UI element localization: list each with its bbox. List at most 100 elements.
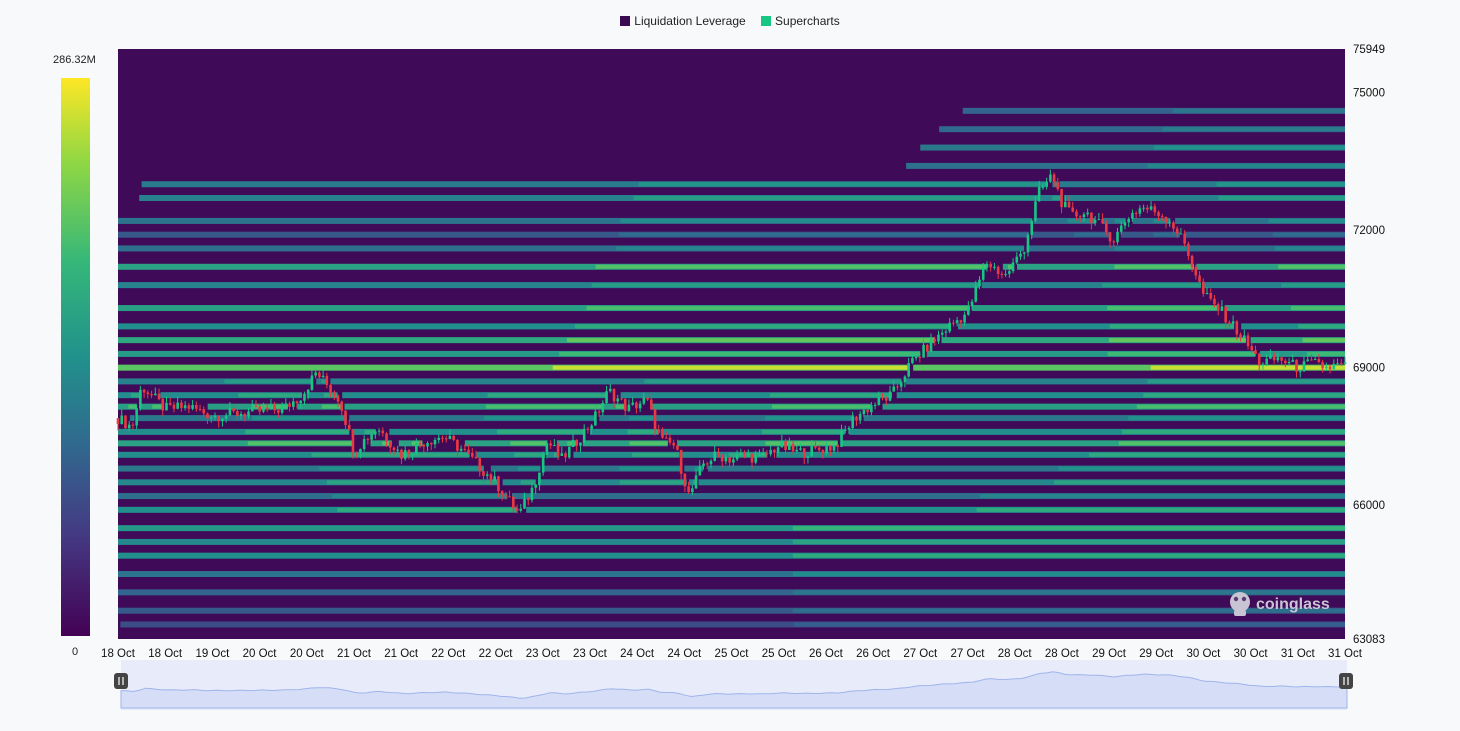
candle-body — [333, 392, 336, 396]
candle-body — [1153, 206, 1157, 213]
liquidation-band — [118, 337, 935, 344]
candle-body — [1276, 357, 1280, 361]
range-navigator[interactable] — [114, 660, 1353, 710]
liquidation-band-intense — [245, 429, 350, 434]
liquidation-band — [118, 305, 970, 312]
candle-body — [974, 286, 978, 302]
candle-body — [1082, 214, 1086, 218]
liquidation-band — [118, 282, 980, 289]
legend-label-liquidation-leverage: Liquidation Leverage — [634, 14, 746, 28]
candle-body — [922, 344, 925, 358]
liquidation-band-intense — [620, 218, 1032, 223]
liquidation-band-intense — [520, 480, 536, 485]
candle-body — [791, 443, 795, 452]
candle-body — [899, 382, 903, 387]
candle-body — [817, 447, 821, 451]
liquidation-band — [939, 126, 1345, 133]
candle-body — [810, 445, 813, 457]
candle-body — [1272, 355, 1276, 361]
liquidation-band-intense — [1218, 195, 1345, 200]
candle-body — [1146, 207, 1149, 210]
candle-body — [672, 442, 675, 446]
legend-item-supercharts[interactable]: Supercharts — [761, 14, 840, 28]
navigator-right-handle[interactable] — [1339, 673, 1353, 689]
liquidation-band — [689, 479, 697, 486]
candle-body — [500, 491, 504, 496]
candle-body — [1041, 186, 1045, 188]
candle-body — [512, 496, 515, 509]
x-tick-label: 20 Oct — [243, 648, 278, 660]
candle-body — [1321, 361, 1324, 369]
candle-body — [232, 408, 235, 412]
candle-body — [519, 508, 523, 511]
candle-body — [1008, 271, 1011, 274]
candle-body — [1116, 231, 1119, 243]
watermark-text: coinglass — [1256, 596, 1330, 613]
liquidation-band-intense — [629, 441, 668, 446]
candle-body — [1287, 361, 1291, 364]
y-tick-label: 66000 — [1353, 500, 1385, 512]
candle-body — [381, 430, 385, 434]
candle-body — [340, 401, 344, 411]
candle-body — [497, 476, 500, 492]
candle-body — [1291, 359, 1295, 362]
liquidation-band — [655, 415, 855, 422]
candle-body — [1172, 222, 1175, 229]
liquidation-band-intense — [128, 404, 137, 409]
y-tick-label: 63083 — [1353, 634, 1385, 646]
candle-body — [746, 453, 750, 456]
liquidation-band-intense — [761, 429, 845, 434]
candle-body — [705, 463, 709, 465]
candle-body — [321, 375, 325, 378]
candle-body — [967, 306, 970, 315]
candle-body — [366, 439, 370, 441]
candle-body — [829, 446, 832, 451]
candle-body — [295, 401, 299, 404]
liquidation-band-intense — [1052, 195, 1062, 200]
candle-body — [758, 454, 761, 456]
liquidation-band-intense — [321, 404, 343, 409]
navigator-area — [120, 671, 1348, 709]
liquidation-band — [1260, 350, 1345, 357]
candle-body — [653, 409, 657, 430]
candle-body — [351, 429, 355, 453]
legend-item-liquidation-leverage[interactable]: Liquidation Leverage — [620, 14, 746, 28]
candle-body — [769, 449, 772, 455]
candle-body — [1190, 255, 1194, 268]
grip-icon — [1343, 677, 1349, 685]
colorbar-max-label: 286.32M — [53, 54, 96, 66]
liquidation-band — [118, 479, 498, 486]
liquidation-band — [698, 479, 1345, 486]
candle-body — [873, 404, 877, 406]
liquidation-band — [306, 392, 338, 399]
liquidation-band — [1120, 231, 1180, 238]
candle-body — [553, 445, 556, 447]
x-tick-label: 30 Oct — [1186, 648, 1221, 660]
candle-body — [213, 415, 217, 418]
y-tick-label: 69000 — [1353, 363, 1385, 375]
candle-body — [127, 424, 131, 429]
liquidation-band-intense — [769, 393, 892, 398]
candle-body — [545, 443, 549, 455]
candle-body — [582, 428, 586, 443]
candle-body — [929, 339, 933, 352]
liquidation-band-intense — [1274, 246, 1345, 251]
liquidation-band — [1002, 263, 1013, 270]
candle-body — [1164, 217, 1168, 223]
candle-body — [1097, 219, 1101, 221]
candle-body — [1015, 256, 1019, 263]
candle-body — [515, 508, 519, 511]
liquidation-band — [896, 392, 1345, 399]
liquidation-band — [370, 440, 392, 447]
candle-body — [1112, 241, 1116, 243]
liquidation-band — [681, 451, 767, 458]
candle-body — [985, 263, 989, 268]
navigator-left-handle[interactable] — [114, 673, 128, 689]
candle-body — [993, 266, 996, 268]
liquidation-band — [1031, 231, 1110, 238]
candle-body — [907, 363, 910, 377]
candle-body — [940, 332, 944, 335]
liquidation-band — [118, 440, 354, 447]
liquidation-band-intense — [1278, 264, 1345, 269]
